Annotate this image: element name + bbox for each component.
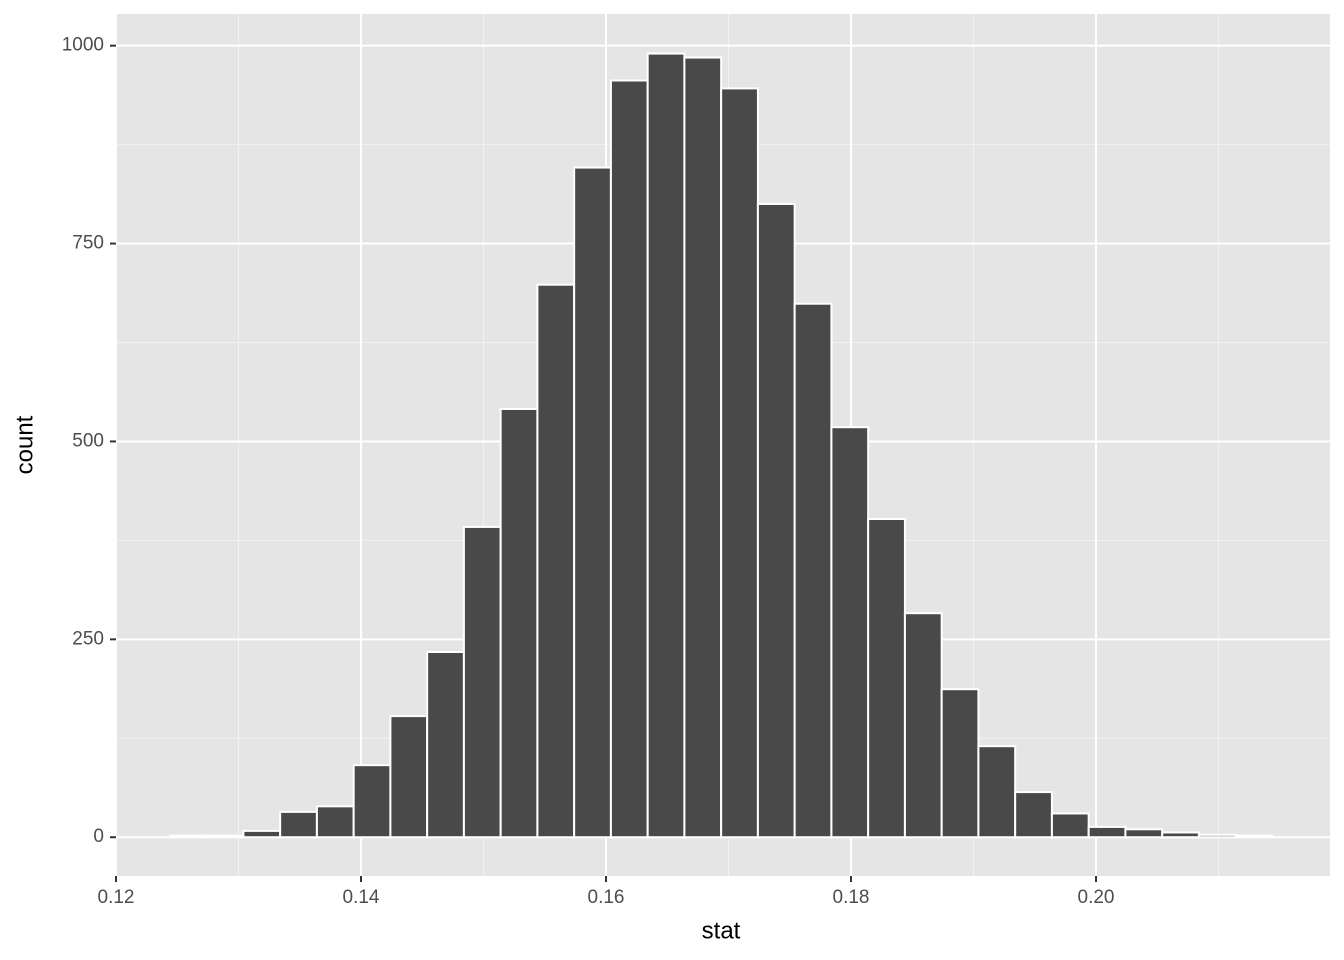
bar	[683, 56, 723, 839]
x-axis-title: stat	[702, 917, 741, 944]
bar	[242, 829, 282, 839]
bar	[315, 805, 355, 839]
bar	[205, 834, 245, 839]
bar	[462, 525, 502, 839]
bar	[720, 87, 759, 839]
bar	[977, 745, 1017, 839]
bar	[1161, 831, 1200, 839]
bar	[499, 407, 539, 839]
bar	[1050, 812, 1090, 839]
bar	[426, 650, 465, 839]
y-tick-label: 250	[72, 628, 104, 649]
bar	[867, 518, 906, 839]
bar	[830, 426, 870, 839]
bar	[1234, 834, 1274, 839]
x-tick-label: 0.12	[98, 887, 135, 908]
x-tick-label: 0.14	[343, 887, 380, 908]
bar	[352, 764, 392, 839]
bar	[279, 810, 318, 839]
bar	[1197, 833, 1237, 839]
bar	[756, 202, 796, 839]
x-tick-label: 0.18	[833, 887, 870, 908]
bar	[573, 166, 612, 839]
y-tick-label: 500	[72, 430, 104, 451]
bar	[1124, 828, 1164, 839]
bar	[168, 834, 208, 839]
y-axis-title: count	[11, 415, 38, 474]
bar	[1087, 825, 1127, 839]
bar	[646, 52, 686, 839]
bar	[536, 283, 576, 839]
x-tick-label: 0.16	[588, 887, 625, 908]
y-tick-label: 750	[72, 233, 104, 254]
bar	[940, 688, 980, 839]
y-tick-label: 0	[93, 826, 104, 847]
y-tick-label: 1000	[62, 35, 104, 56]
bar	[389, 715, 429, 839]
bar	[903, 612, 943, 839]
bar	[609, 79, 649, 839]
bar	[793, 302, 833, 839]
x-tick-label: 0.20	[1078, 887, 1115, 908]
bar	[1014, 791, 1053, 839]
